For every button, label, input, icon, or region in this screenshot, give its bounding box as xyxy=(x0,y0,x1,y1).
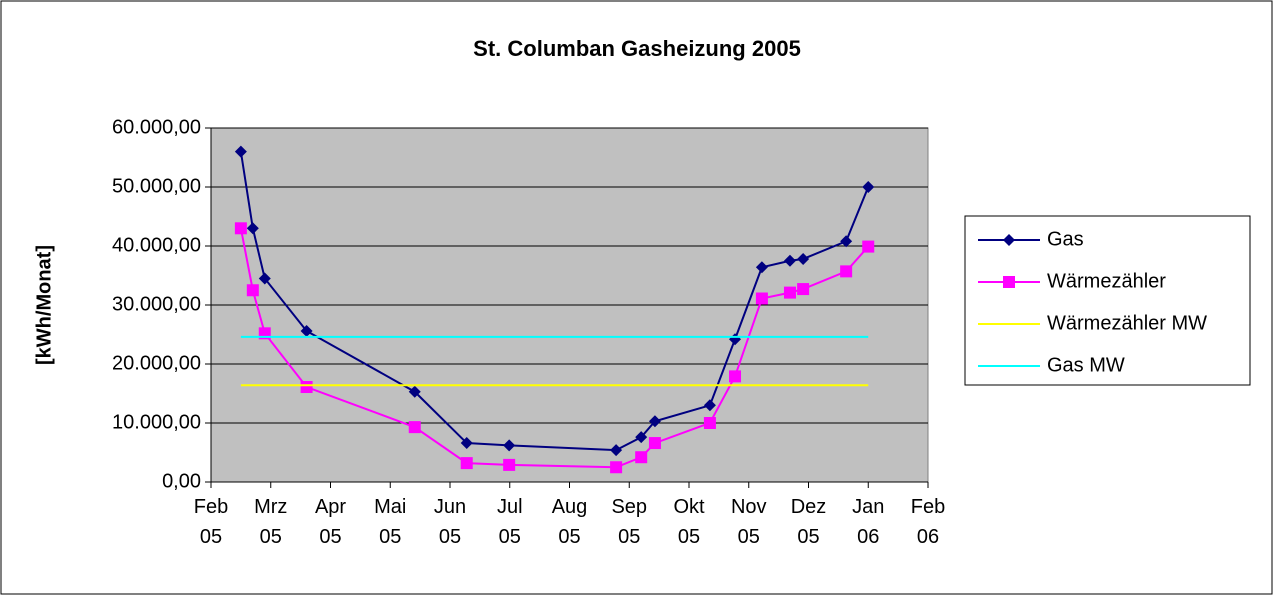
marker xyxy=(460,457,473,470)
legend-label: Gas xyxy=(1047,228,1084,250)
marker xyxy=(840,265,853,278)
x-tick-label: Mrz 05 xyxy=(254,496,288,548)
marker xyxy=(703,417,716,429)
legend-label: Wärmezähler MW xyxy=(1047,312,1207,334)
legend-label: Gas MW xyxy=(1047,354,1125,376)
x-tick-label: Nov 05 xyxy=(730,496,767,548)
marker xyxy=(234,222,247,235)
x-tick-label: Sep 05 xyxy=(611,496,648,548)
x-tick-label: Feb 06 xyxy=(910,496,946,548)
marker xyxy=(408,421,421,434)
legend-marker xyxy=(1003,234,1015,246)
y-tick-label: 10.000,00 xyxy=(112,411,201,433)
marker xyxy=(840,235,853,248)
y-tick-label: 0,00 xyxy=(162,470,201,492)
marker xyxy=(703,399,716,412)
marker xyxy=(246,222,259,235)
marker xyxy=(234,145,247,158)
marker xyxy=(648,437,661,450)
legend-marker xyxy=(1003,276,1015,288)
marker xyxy=(246,284,259,297)
marker xyxy=(797,252,810,265)
marker xyxy=(635,431,648,444)
marker xyxy=(783,286,796,299)
marker xyxy=(610,461,623,474)
y-tick-label: 30.000,00 xyxy=(112,293,201,315)
y-axis-label: [kWh/Monat] xyxy=(33,245,55,365)
marker xyxy=(300,324,313,337)
x-tick-label: Jun 05 xyxy=(433,496,467,548)
x-tick-label: Jan 06 xyxy=(852,496,885,548)
y-tick-label: 60.000,00 xyxy=(112,116,201,138)
y-tick-label: 20.000,00 xyxy=(112,352,201,374)
x-tick-label: Feb 05 xyxy=(193,496,229,548)
x-tick-label: Dez 05 xyxy=(790,496,827,548)
marker xyxy=(862,240,875,253)
marker xyxy=(460,437,473,450)
x-tick-label: Aug 05 xyxy=(551,496,588,548)
marker xyxy=(610,444,623,457)
marker xyxy=(408,385,421,398)
y-tick-label: 50.000,00 xyxy=(112,175,201,197)
marker xyxy=(797,283,810,296)
chart-title: St. Columban Gasheizung 2005 xyxy=(473,36,801,61)
x-tick-label: Apr 05 xyxy=(314,496,347,548)
marker xyxy=(862,181,875,193)
legend-box xyxy=(964,215,1251,386)
marker xyxy=(783,254,796,267)
marker xyxy=(755,292,768,305)
x-tick-label: Jul 05 xyxy=(496,496,523,548)
marker xyxy=(729,370,742,383)
marker xyxy=(635,451,648,464)
marker xyxy=(503,458,516,471)
x-tick-label: Okt 05 xyxy=(673,496,705,548)
marker xyxy=(258,272,271,285)
x-tick-label: Mai 05 xyxy=(374,496,407,548)
y-tick-label: 40.000,00 xyxy=(112,234,201,256)
marker xyxy=(648,415,661,428)
marker xyxy=(755,261,768,274)
marker xyxy=(503,439,516,452)
marker xyxy=(300,381,313,394)
legend-label: Wärmezähler xyxy=(1047,270,1166,292)
